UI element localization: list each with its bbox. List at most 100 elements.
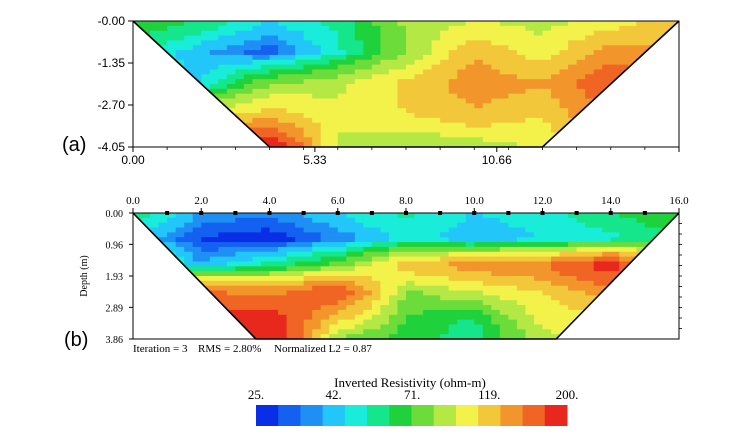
heatmap-cell [260, 305, 271, 311]
heatmap-cell [610, 242, 620, 248]
heatmap-cell [602, 79, 612, 85]
heatmap-cell [354, 84, 364, 90]
heatmap-cell [482, 137, 492, 143]
heatmap-cell [525, 35, 535, 41]
heatmap-cell [354, 334, 364, 339]
heatmap-cell [448, 113, 458, 119]
heatmap-cell [414, 21, 424, 27]
heatmap-cell [423, 227, 433, 233]
heatmap-cell [295, 50, 305, 56]
colorbar-swatch [344, 405, 368, 426]
heatmap-cell [440, 266, 450, 272]
heatmap-cell [661, 217, 672, 224]
heatmap-cell [252, 295, 262, 301]
heatmap-cell [559, 21, 569, 27]
heatmap-cell [602, 276, 612, 282]
heatmap-cell [167, 222, 177, 229]
heatmap-cell [585, 285, 595, 292]
heatmap-cell [508, 213, 518, 219]
heatmap-cell [218, 266, 228, 272]
heatmap-cell [303, 45, 313, 51]
heatmap-cell [167, 35, 177, 41]
heatmap-cell [243, 309, 254, 316]
heatmap-cell [491, 108, 501, 114]
heatmap-cell [303, 222, 313, 229]
heatmap-cell [457, 324, 467, 330]
heatmap-cell [516, 256, 527, 263]
heatmap-cell [491, 59, 501, 66]
heatmap-cell [610, 222, 620, 229]
heatmap-cell [278, 334, 288, 339]
heatmap-cell [610, 35, 620, 41]
heatmap-cell [508, 84, 518, 90]
heatmap-cell [499, 271, 509, 277]
heatmap-cell [576, 103, 586, 109]
heatmap-cell [551, 222, 561, 229]
heatmap-cell [286, 93, 296, 100]
heatmap-cell [474, 64, 484, 71]
heatmap-cell [525, 103, 535, 109]
heatmap-cell [636, 35, 646, 41]
heatmap-cell [363, 142, 373, 147]
heatmap-cell [192, 242, 202, 248]
heatmap-cell [491, 295, 501, 301]
heatmap-cell [525, 74, 535, 80]
heatmap-cell [286, 74, 296, 80]
heatmap-cell [406, 54, 416, 61]
heatmap-cell [388, 305, 399, 311]
heatmap-cell [218, 300, 228, 306]
heatmap-cell [346, 59, 356, 66]
heatmap-cell [184, 25, 194, 32]
heatmap-cell [448, 127, 458, 134]
heatmap-cell [474, 103, 484, 109]
heatmap-cell [303, 285, 313, 292]
heatmap-cell [201, 232, 211, 238]
heatmap-cell [474, 295, 484, 301]
heatmap-cell [457, 137, 467, 143]
heatmap-cell [533, 122, 544, 129]
heatmap-cell [457, 79, 467, 85]
heatmap-cell [406, 232, 416, 238]
heatmap-cell [226, 98, 236, 104]
heatmap-cell [431, 217, 441, 224]
heatmap-cell [320, 74, 330, 80]
colorbar-title: Inverted Resistivity (ohm-m) [334, 375, 486, 390]
heatmap-cell [414, 35, 424, 41]
heatmap-cell [406, 79, 416, 85]
heatmap-cell [465, 45, 475, 51]
heatmap-cell [499, 142, 509, 147]
heatmap-cell [448, 74, 458, 80]
heatmap-cell [423, 98, 433, 104]
heatmap-cell [559, 280, 569, 287]
heatmap-cell [269, 108, 279, 114]
heatmap-cell [576, 45, 586, 51]
heatmap-cell [508, 50, 518, 56]
heatmap-cell [576, 59, 586, 66]
heatmap-cell [269, 227, 279, 233]
heatmap-cell [260, 132, 271, 138]
heatmap-cell [278, 329, 288, 335]
heatmap-cell [457, 309, 467, 316]
heatmap-cell [363, 280, 373, 287]
heatmap-cell [457, 50, 467, 56]
heatmap-cell [371, 271, 382, 277]
heatmap-cell [286, 69, 296, 75]
heatmap-cell [542, 35, 552, 41]
heatmap-cell [576, 276, 586, 282]
heatmap-cell [610, 217, 620, 224]
heatmap-cell [312, 256, 322, 263]
heatmap-cell [320, 127, 330, 134]
heatmap-cell [593, 237, 603, 243]
heatmap-cell [423, 295, 433, 301]
heatmap-cell [260, 54, 271, 61]
heatmap-cell [354, 45, 364, 51]
heatmap-cell [371, 256, 382, 263]
heatmap-cell [482, 88, 492, 95]
heatmap-cell [201, 271, 211, 277]
x-tick-label: 10.0 [465, 195, 485, 207]
heatmap-cell [286, 122, 296, 129]
heatmap-cell [312, 319, 322, 326]
heatmap-cell [295, 108, 305, 114]
heatmap-cell [499, 127, 509, 134]
heatmap-cell [303, 290, 313, 296]
